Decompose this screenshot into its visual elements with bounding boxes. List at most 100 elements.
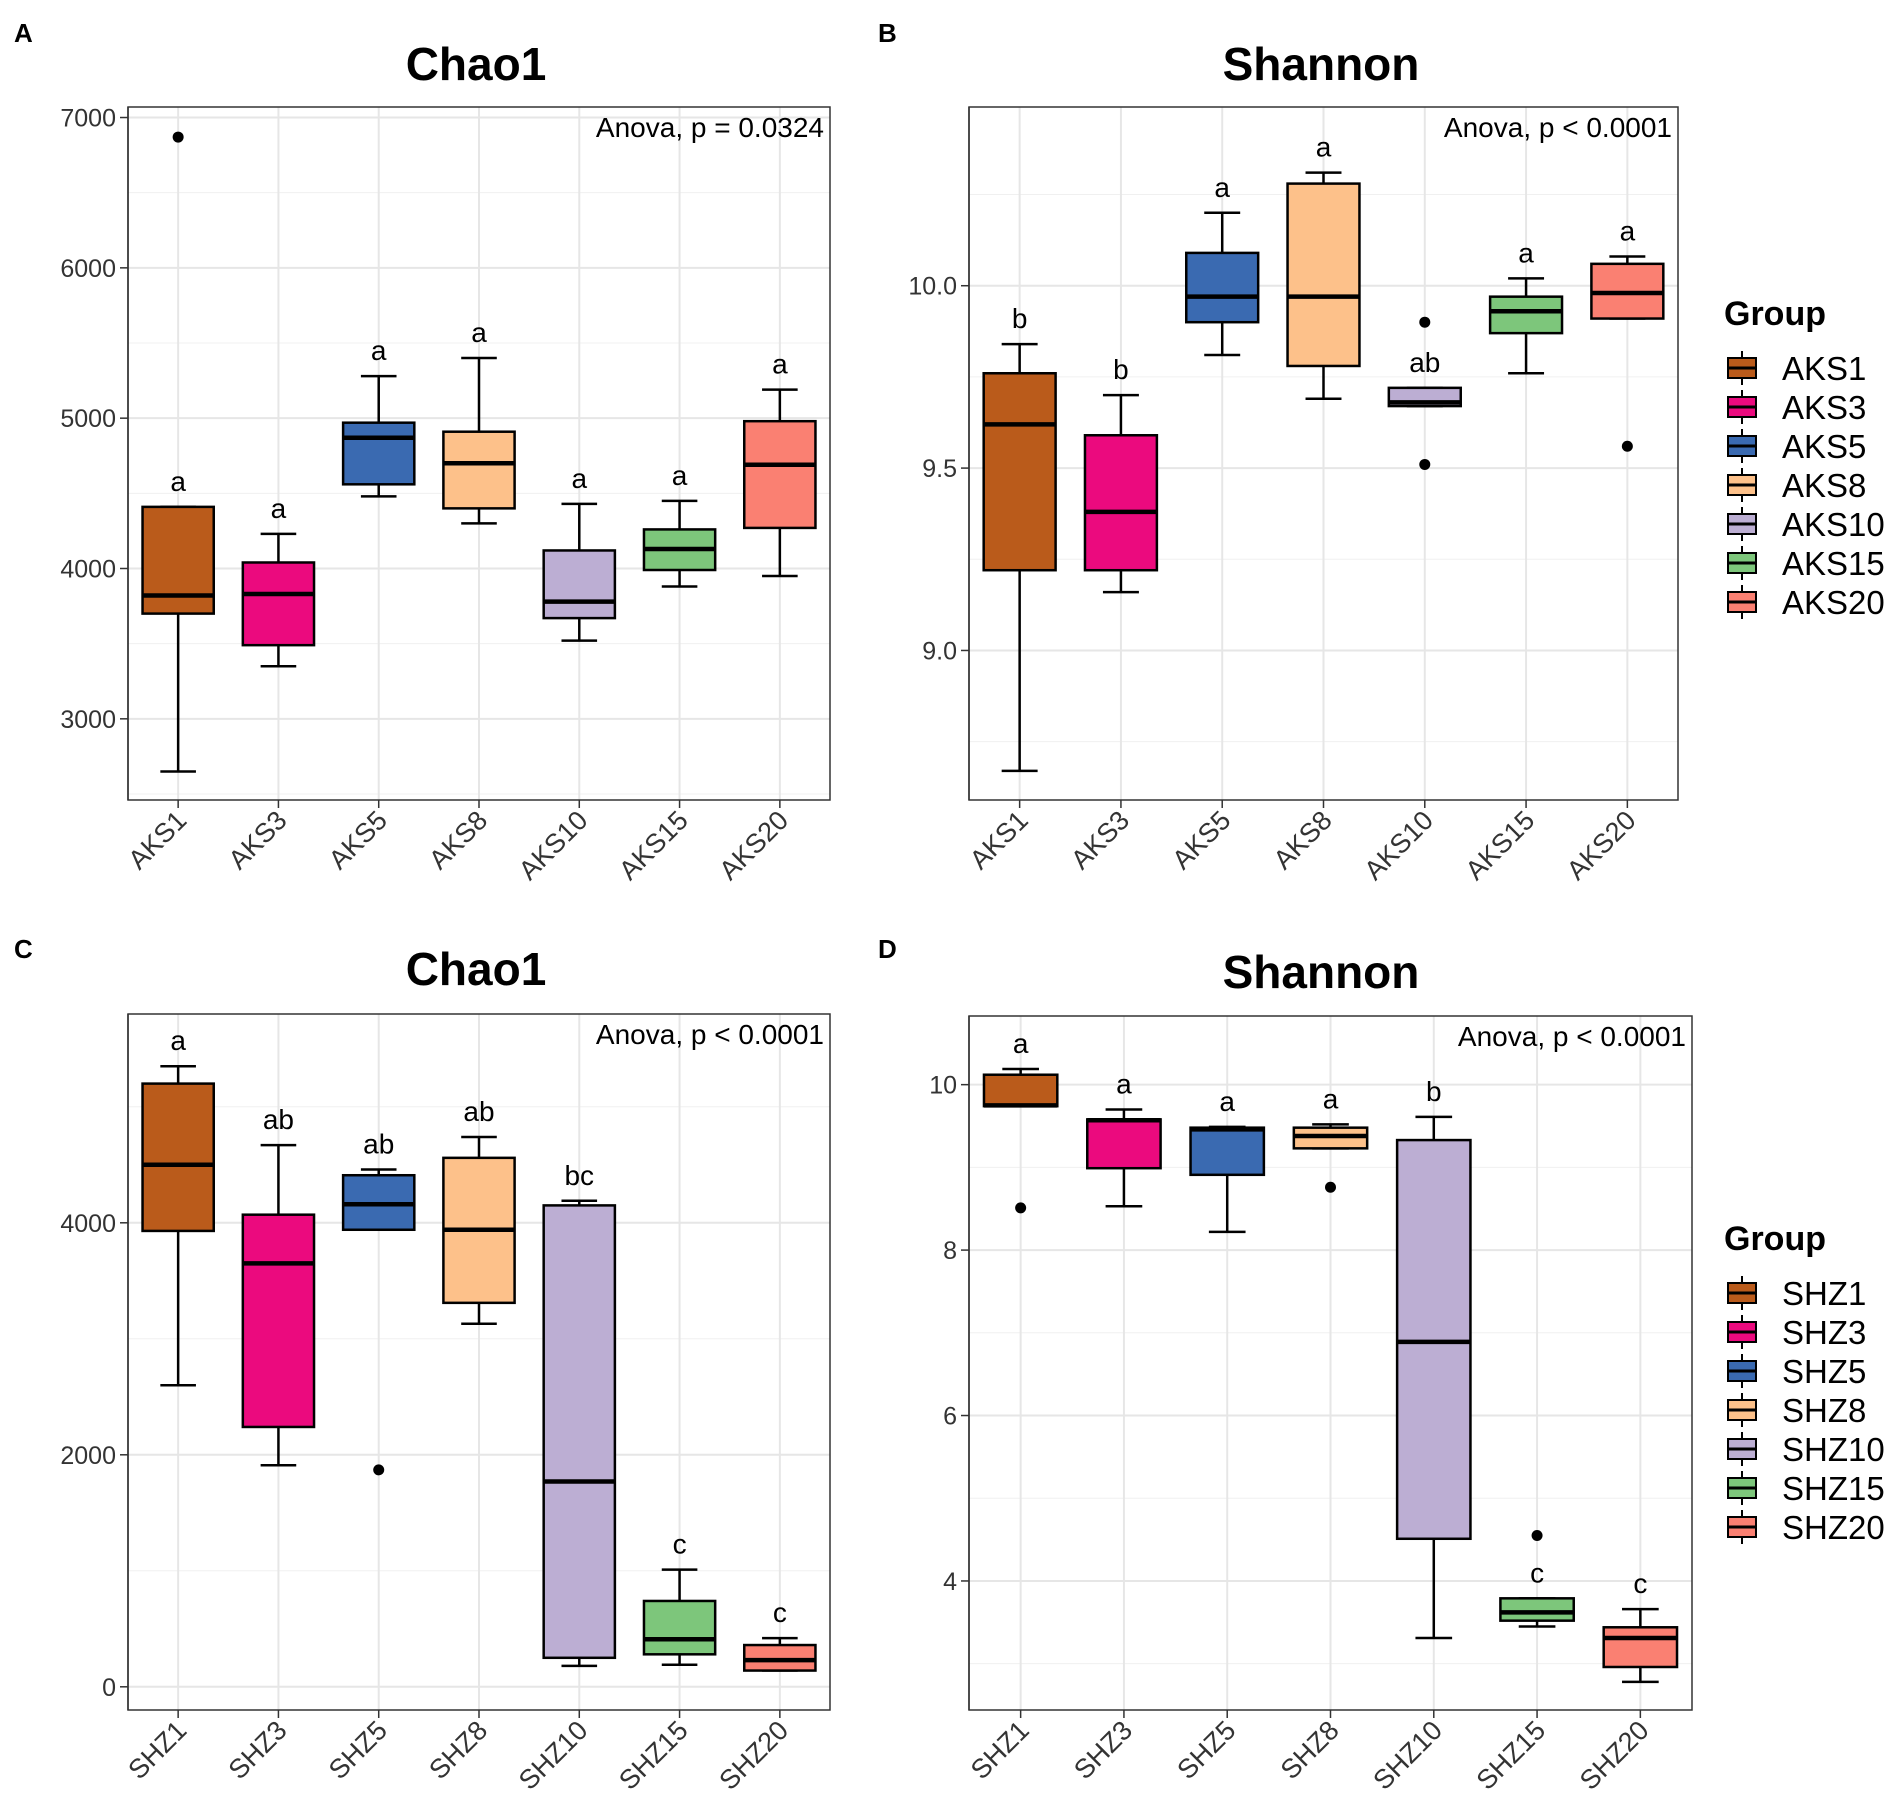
significance-letter: a [371, 335, 387, 366]
legend-item-aks1: AKS1 [1727, 350, 1866, 387]
legend-label: SHZ10 [1782, 1431, 1885, 1468]
box-aks3: a [241, 493, 316, 668]
outlier-point [373, 1464, 385, 1476]
x-tick-label: AKS3 [1065, 805, 1135, 875]
x-tick-label: SHZ3 [1068, 1715, 1138, 1785]
box-shz20: c [743, 1597, 817, 1672]
box-iqr [743, 1643, 817, 1672]
legend-item-shz3: SHZ3 [1727, 1314, 1866, 1351]
y-tick-label: 10.0 [908, 273, 957, 301]
y-tick-label: 4 [943, 1568, 957, 1596]
x-tick-label: SHZ10 [1367, 1715, 1448, 1796]
legend-item-shz10: SHZ10 [1727, 1431, 1885, 1468]
box-iqr [241, 561, 316, 647]
y-tick-label: 10 [929, 1072, 957, 1100]
y-tick-label: 9.0 [922, 637, 957, 665]
y-tick-label: 9.5 [922, 455, 957, 483]
box-iqr [542, 1204, 617, 1660]
box-iqr [642, 1599, 717, 1656]
legend-item-aks5: AKS5 [1727, 428, 1866, 465]
legend-label: SHZ20 [1782, 1509, 1885, 1546]
legend-item-shz8: SHZ8 [1727, 1392, 1866, 1429]
x-tick-label: SHZ20 [713, 1715, 794, 1796]
x-tick-label: AKS5 [1166, 805, 1236, 875]
anova-annotation: Anova, p < 0.0001 [1444, 112, 1672, 143]
significance-letter: a [1316, 132, 1332, 163]
significance-letter: b [1012, 303, 1028, 334]
box-aks5: a [1185, 172, 1260, 357]
legend-item-shz20: SHZ20 [1727, 1509, 1885, 1546]
legend-label: AKS15 [1782, 545, 1885, 582]
significance-letter: ab [463, 1096, 494, 1127]
panel-b: B Shannon b b a a ab a a Anova, p < 0.0001 9.0… [878, 18, 1679, 886]
legend-label: AKS3 [1782, 389, 1866, 426]
box-aks15: a [1488, 237, 1564, 375]
x-tick-label: AKS5 [323, 805, 393, 875]
significance-letter: c [1530, 1557, 1544, 1588]
y-tick-label: 4000 [60, 1210, 116, 1238]
x-tick-label: AKS8 [1268, 805, 1338, 875]
box-aks1: a [141, 131, 215, 773]
chart-title: Shannon [1223, 38, 1420, 90]
significance-letter: a [1323, 1083, 1339, 1114]
box-shz5: a [1189, 1086, 1266, 1234]
box-iqr [241, 1213, 316, 1429]
legend-item-shz15: SHZ15 [1727, 1470, 1885, 1507]
legend-item-aks15: AKS15 [1727, 545, 1885, 582]
box-iqr [1602, 1626, 1679, 1669]
box-shz20: c [1602, 1568, 1679, 1684]
x-tick-label: SHZ5 [1171, 1715, 1241, 1785]
outlier-point [1015, 1202, 1027, 1214]
x-tick-label: AKS1 [122, 805, 192, 875]
legend-title: Group [1724, 1220, 1826, 1258]
outlier-point [1325, 1181, 1336, 1193]
box-iqr [1086, 1118, 1162, 1170]
box-iqr [1185, 251, 1260, 324]
box-shz1: a [141, 1025, 215, 1387]
significance-letter: a [1518, 237, 1534, 268]
box-shz3: a [1086, 1068, 1162, 1208]
panel-c: C Chao1 a ab ab ab bc c c Anova, p < 0.0001 0 2… [14, 934, 831, 1796]
x-tick-label: AKS20 [1561, 805, 1642, 886]
anova-annotation: Anova, p < 0.0001 [596, 1019, 824, 1050]
significance-letter: bc [564, 1160, 594, 1191]
box-iqr [1395, 1138, 1472, 1541]
y-tick-label: 2000 [60, 1442, 116, 1470]
box-iqr [141, 1082, 215, 1233]
panel-d: D Shannon a a a a b c c Anova, p < 0.0001 4 6 8 1… [878, 934, 1693, 1796]
x-tick-label: AKS15 [1460, 805, 1541, 886]
chart-title: Chao1 [406, 943, 547, 995]
significance-letter: a [772, 349, 788, 380]
outlier-point [1419, 458, 1431, 470]
legend-item-aks20: AKS20 [1727, 584, 1885, 621]
x-tick-label: AKS10 [513, 805, 594, 886]
y-tick-label: 0 [102, 1674, 116, 1702]
legend-title: Group [1724, 295, 1826, 333]
legend-label: SHZ5 [1782, 1353, 1866, 1390]
significance-letter: c [1633, 1568, 1647, 1599]
significance-letter: a [1013, 1028, 1029, 1059]
x-tick-label: AKS10 [1358, 805, 1439, 886]
x-tick-label: AKS8 [423, 805, 493, 875]
legend-item-aks8: AKS8 [1727, 467, 1866, 504]
significance-letter: c [773, 1597, 787, 1628]
significance-letter: a [471, 317, 487, 348]
outlier-point [172, 131, 184, 143]
box-shz15: c [1499, 1529, 1575, 1628]
box-shz10: b [1395, 1076, 1472, 1640]
x-tick-label: SHZ5 [323, 1715, 393, 1785]
anova-annotation: Anova, p < 0.0001 [1458, 1021, 1686, 1052]
y-tick-label: 7000 [60, 105, 116, 133]
box-aks1: b [982, 303, 1057, 773]
box-aks20: a [743, 349, 817, 578]
legend-label: SHZ1 [1782, 1275, 1866, 1312]
x-tick-label: AKS15 [613, 805, 694, 886]
significance-letter: b [1426, 1076, 1442, 1107]
legend-item-aks10: AKS10 [1727, 506, 1885, 543]
box-shz8: ab [442, 1096, 516, 1325]
box-iqr [1286, 182, 1361, 368]
box-iqr [1189, 1126, 1266, 1177]
box-aks15: a [642, 460, 717, 588]
